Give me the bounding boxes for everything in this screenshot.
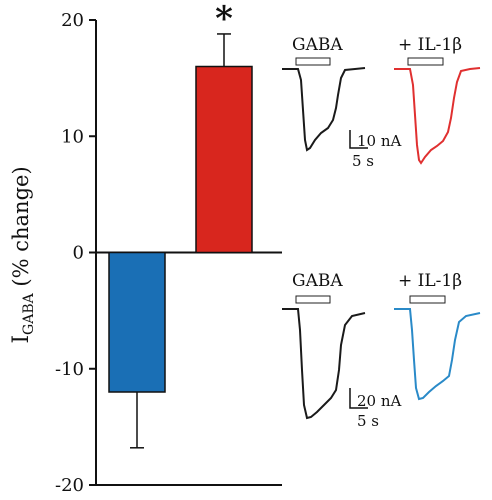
y-tick-label: 0 [73, 243, 84, 264]
inset-bottom-label-il1b: + IL-1β [398, 271, 462, 291]
y-tick-label: -20 [55, 475, 84, 496]
inset-bottom: GABA + IL-1β 20 nA 5 s [282, 271, 481, 430]
y-axis-title-main: I [9, 335, 34, 344]
y-tick-label: 20 [61, 10, 84, 31]
y-axis-title-sub: GABA [21, 292, 37, 335]
significance-asterisk: * [215, 0, 233, 39]
gaba-application-bar-top-right [407, 57, 444, 66]
trace-bottom-il1b [394, 308, 481, 401]
gaba-application-bar-bottom-right [409, 295, 446, 304]
bar-Control [108, 251, 166, 393]
trace-top-gaba [282, 67, 366, 152]
scale-x-bottom: 5 s [357, 412, 379, 430]
gaba-application-bar-top-left [295, 57, 331, 66]
gaba-application-bar-bottom-left [295, 295, 331, 304]
bars: * [108, 0, 253, 449]
y-axis-title-rest: (% change) [9, 166, 33, 293]
scale-y-bottom: 20 nA [357, 392, 402, 410]
scale-x-top: 5 s [352, 152, 374, 170]
inset-top-label-gaba: GABA [292, 35, 343, 55]
scale-y-top: 10 nA [357, 132, 402, 150]
trace-bottom-gaba [282, 308, 366, 420]
y-tick-label: 10 [61, 126, 84, 147]
bar-IL-1β [195, 65, 253, 254]
inset-top: GABA + IL-1β 10 nA 5 s [282, 35, 481, 170]
scale-bar-top [349, 130, 368, 149]
y-tick-label: -10 [55, 359, 84, 380]
scale-bar-bottom [349, 388, 368, 409]
trace-top-il1b [394, 67, 481, 165]
y-axis-title: IGABA (% change) [9, 166, 37, 343]
inset-top-label-il1b: + IL-1β [398, 35, 462, 55]
inset-bottom-label-gaba: GABA [292, 271, 343, 291]
